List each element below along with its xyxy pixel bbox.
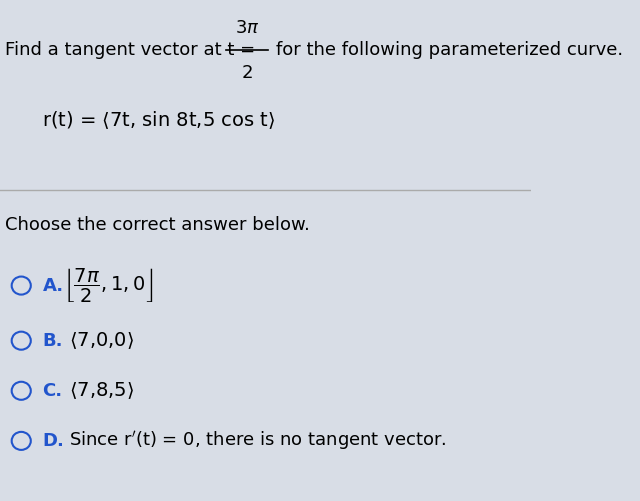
Text: $\langle$7,8,5$\rangle$: $\langle$7,8,5$\rangle$ bbox=[69, 380, 134, 401]
Text: A.: A. bbox=[42, 277, 63, 295]
Text: $3\pi$: $3\pi$ bbox=[235, 19, 259, 37]
Text: $\left\lfloor\dfrac{7\pi}{2},1,0\right\rfloor$: $\left\lfloor\dfrac{7\pi}{2},1,0\right\r… bbox=[64, 267, 153, 305]
Text: D.: D. bbox=[42, 432, 65, 450]
Text: C.: C. bbox=[42, 382, 63, 400]
Text: r(t) = $\langle$7t, sin 8t,5 cos t$\rangle$: r(t) = $\langle$7t, sin 8t,5 cos t$\rang… bbox=[42, 109, 276, 131]
Text: Since r$'$(t) = 0, there is no tangent vector.: Since r$'$(t) = 0, there is no tangent v… bbox=[69, 429, 447, 452]
Text: B.: B. bbox=[42, 332, 63, 350]
Text: $\langle$7,0,0$\rangle$: $\langle$7,0,0$\rangle$ bbox=[69, 330, 134, 351]
Text: for the following parameterized curve.: for the following parameterized curve. bbox=[276, 41, 623, 59]
Text: Choose the correct answer below.: Choose the correct answer below. bbox=[5, 216, 310, 234]
Text: 2: 2 bbox=[241, 64, 253, 82]
Text: Find a tangent vector at t =: Find a tangent vector at t = bbox=[5, 41, 255, 59]
